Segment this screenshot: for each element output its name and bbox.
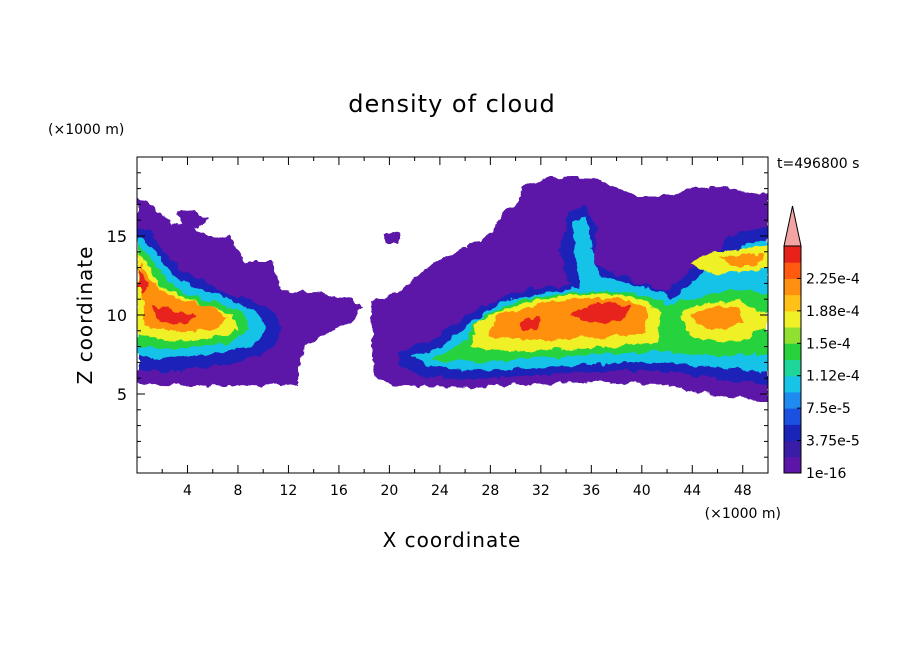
colorbar-swatch xyxy=(784,327,801,344)
x-tick-label: 32 xyxy=(532,483,550,499)
x-tick-label: 16 xyxy=(330,483,348,499)
x-tick-label: 4 xyxy=(183,483,192,499)
x-axis-label: X coordinate xyxy=(383,528,522,552)
colorbar-swatch xyxy=(784,246,801,263)
colorbar-swatch xyxy=(784,456,801,474)
colorbar-tick-label: 1.12e-4 xyxy=(806,369,860,385)
x-axis-ticks: 4 8 12 16 20 24 28 32 36 40 44 48 xyxy=(161,157,752,499)
colorbar-swatch xyxy=(784,294,801,312)
x-tick-label: 48 xyxy=(734,483,752,499)
colorbar-swatch xyxy=(784,310,801,328)
x-tick-label: 44 xyxy=(683,483,701,499)
y-unit-label: (×1000 m) xyxy=(48,122,124,138)
y-tick-label: 15 xyxy=(107,227,127,246)
x-tick-label: 20 xyxy=(380,483,398,499)
x-unit-label: (×1000 m) xyxy=(705,506,781,522)
colorbar-swatch xyxy=(784,359,801,377)
colorbar-swatch xyxy=(784,391,801,409)
colorbar-tick-label: 1e-16 xyxy=(806,466,846,482)
y-tick-label: 5 xyxy=(117,385,127,404)
cloud-density-field xyxy=(137,176,768,402)
colorbar-swatch xyxy=(784,424,801,442)
colorbar-tick-label: 3.75e-5 xyxy=(806,434,860,450)
x-tick-label: 36 xyxy=(582,483,600,499)
colorbar: 1e-16 3.75e-5 7.5e-5 1.12e-4 1.5e-4 1.88e-4 2.… xyxy=(783,205,860,482)
central-right-cloud xyxy=(372,176,768,402)
colorbar-tick-label: 2.25e-4 xyxy=(806,271,860,287)
colorbar-swatch xyxy=(784,343,801,360)
left-cloud xyxy=(137,200,362,386)
y-tick-label: 10 xyxy=(107,306,127,325)
colorbar-swatch xyxy=(784,262,801,279)
colorbar-tick-label: 1.88e-4 xyxy=(806,304,860,320)
x-tick-label: 28 xyxy=(481,483,499,499)
colorbar-swatch xyxy=(784,375,801,393)
colorbar-tick-label: 7.5e-5 xyxy=(806,401,851,417)
x-tick-label: 24 xyxy=(431,483,449,499)
x-tick-label: 12 xyxy=(280,483,298,499)
y-axis-ticks: 5 10 15 xyxy=(107,172,768,458)
x-tick-label: 8 xyxy=(233,483,242,499)
x-tick-label: 40 xyxy=(633,483,651,499)
colorbar-swatch xyxy=(784,278,801,296)
y-axis-label: Z coordinate xyxy=(73,246,97,385)
colorbar-swatch xyxy=(784,440,801,458)
colorbar-swatch xyxy=(784,408,801,425)
colorbar-extend-arrow xyxy=(783,205,802,247)
colorbar-tick-label: 1.5e-4 xyxy=(806,336,851,352)
chart-title: density of cloud xyxy=(348,90,555,118)
time-label: t=496800 s xyxy=(777,156,859,172)
